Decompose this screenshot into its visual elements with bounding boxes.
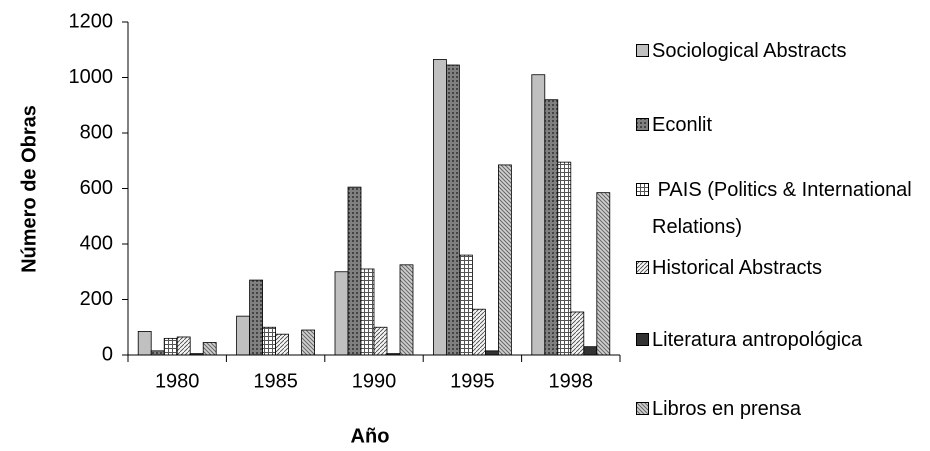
legend-swatch — [636, 333, 649, 346]
bar — [445, 64, 460, 356]
y-tick-label: 0 — [102, 343, 113, 365]
bar — [432, 59, 447, 356]
legend-item: Econlit — [636, 107, 926, 144]
bar — [570, 311, 585, 356]
bar — [249, 279, 264, 356]
legend-swatch — [636, 261, 649, 274]
legend-swatch — [636, 118, 649, 131]
bar — [236, 315, 251, 356]
x-tick-label: 1985 — [253, 370, 298, 392]
x-tick-label: 1980 — [155, 370, 200, 392]
x-tick-label: 1998 — [549, 370, 594, 392]
legend-item: Literatura antropológica — [636, 322, 926, 359]
bar — [334, 271, 349, 356]
y-tick-label: 1000 — [69, 66, 114, 88]
y-tick-label: 200 — [80, 288, 113, 310]
bar — [373, 326, 388, 356]
y-tick-label: 400 — [80, 232, 113, 254]
bar — [347, 186, 362, 356]
bar — [301, 329, 316, 356]
y-tick-label: 1200 — [69, 10, 114, 32]
bar — [202, 342, 217, 356]
bar — [596, 192, 611, 356]
bar — [583, 346, 598, 356]
bar — [163, 337, 178, 356]
bar — [531, 74, 546, 356]
bar — [557, 161, 572, 356]
legend-item: Sociological Abstracts — [636, 33, 926, 70]
bar — [137, 331, 152, 356]
bar — [360, 268, 375, 356]
x-tick-label: 1995 — [450, 370, 495, 392]
bar — [150, 350, 165, 356]
bar — [484, 350, 499, 356]
bar — [497, 164, 512, 356]
bar — [262, 326, 277, 356]
legend-label: Historical Abstracts — [652, 257, 823, 279]
legend-swatch — [636, 44, 649, 57]
y-axis-label: Número de Obras — [18, 105, 40, 273]
bar — [458, 254, 473, 356]
legend-swatch — [636, 183, 649, 196]
legend-item: Libros en prensa — [636, 391, 926, 428]
legend-item: PAIS (Politics & International Relations… — [636, 172, 926, 246]
legend-label: Libros en prensa — [652, 398, 801, 420]
legend-swatch — [636, 402, 649, 415]
bar — [176, 336, 191, 356]
y-tick-label: 600 — [80, 177, 113, 199]
bar — [275, 333, 290, 356]
bar — [399, 264, 414, 356]
x-tick-label: 1990 — [352, 370, 397, 392]
legend-label: Literatura antropológica — [652, 329, 863, 351]
legend-label: Sociological Abstracts — [652, 40, 847, 62]
legend-label: Econlit — [652, 114, 713, 136]
y-tick-label: 800 — [80, 121, 113, 143]
x-axis-label: Año — [351, 425, 390, 447]
bar — [471, 308, 486, 356]
bar — [544, 99, 559, 356]
legend-label: PAIS (Politics & International Relations… — [652, 179, 918, 238]
legend-item: Historical Abstracts — [636, 250, 926, 287]
